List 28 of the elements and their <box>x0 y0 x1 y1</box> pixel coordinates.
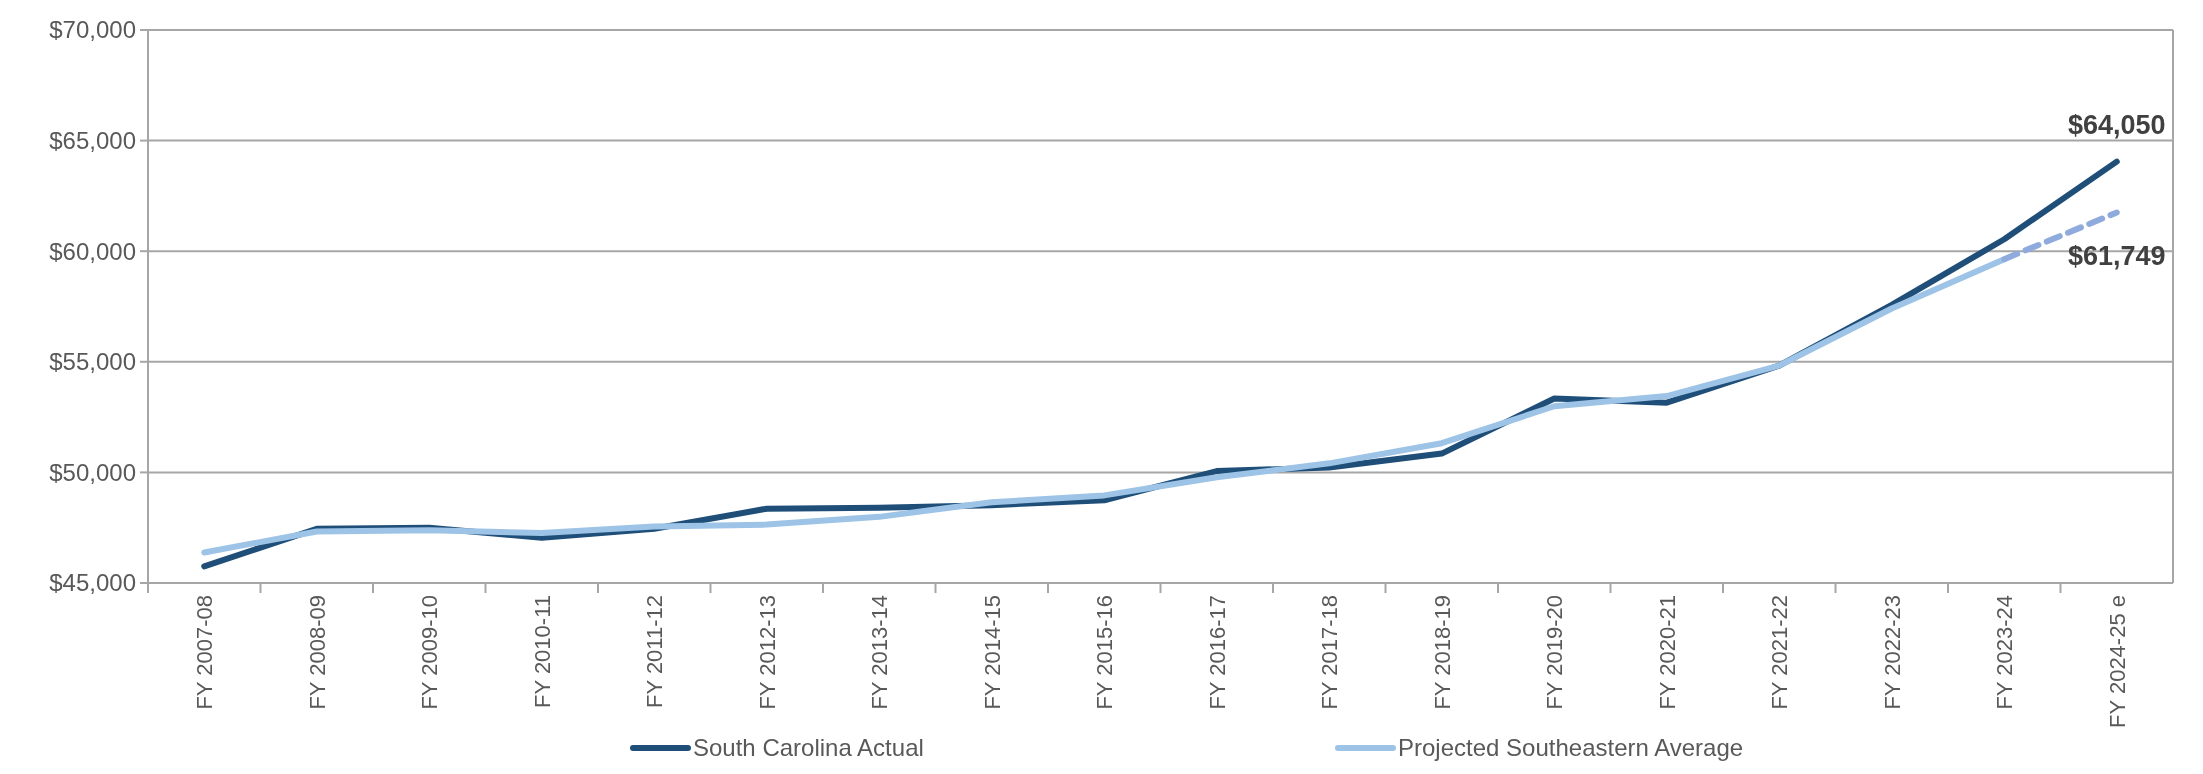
x-tick-label: FY 2020-21 <box>1654 595 1680 710</box>
x-tick-label: FY 2011-12 <box>642 595 668 708</box>
x-tick-label: FY 2018-19 <box>1429 595 1455 710</box>
x-tick-label: FY 2017-18 <box>1317 595 1343 710</box>
annotation: $64,050 <box>2067 109 2166 140</box>
x-tick-label: FY 2009-10 <box>417 595 443 710</box>
y-tick-label: $70,000 <box>49 16 136 44</box>
y-tick-label: $55,000 <box>49 348 136 376</box>
x-tick-label: FY 2007-08 <box>192 595 218 710</box>
y-tick-label: $65,000 <box>49 127 136 154</box>
y-tick-label: $45,000 <box>49 569 136 597</box>
x-tick-label: FY 2019-20 <box>1542 595 1568 710</box>
y-tick-label: $60,000 <box>49 237 136 265</box>
y-tick-label: $50,000 <box>49 458 136 486</box>
annotation: $61,749 <box>2067 240 2166 271</box>
x-tick-label: FY 2012-13 <box>754 595 780 710</box>
x-tick-label: FY 2015-16 <box>1092 595 1118 710</box>
x-tick-label: FY 2014-15 <box>979 595 1005 710</box>
x-tick-label: FY 2013-14 <box>867 595 893 710</box>
legend-label: Projected Southeastern Average <box>1398 734 1744 762</box>
legend-label: South Carolina Actual <box>693 734 924 762</box>
x-tick-label: FY 2022-23 <box>1879 595 1905 710</box>
x-tick-label: FY 2023-24 <box>1992 595 2018 710</box>
x-tick-label: FY 2021-22 <box>1767 595 1793 710</box>
x-tick-label: FY 2024-25 e <box>2104 595 2130 728</box>
x-tick-label: FY 2008-09 <box>304 595 330 710</box>
x-tick-label: FY 2010-11 <box>529 595 555 708</box>
x-tick-label: FY 2016-17 <box>1204 595 1230 710</box>
